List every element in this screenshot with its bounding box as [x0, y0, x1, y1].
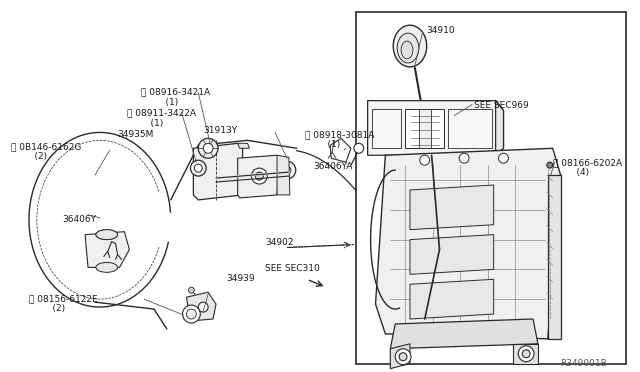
Text: SEE SEC969: SEE SEC969 — [474, 101, 529, 110]
Text: Ⓝ 08918-3081A: Ⓝ 08918-3081A — [305, 131, 374, 140]
Circle shape — [188, 287, 195, 293]
Circle shape — [547, 162, 553, 168]
Polygon shape — [330, 138, 351, 162]
Text: R349001B: R349001B — [560, 359, 607, 368]
Ellipse shape — [401, 41, 413, 59]
Circle shape — [399, 353, 407, 361]
Circle shape — [518, 346, 534, 362]
Circle shape — [499, 153, 508, 163]
Ellipse shape — [393, 25, 427, 67]
Text: Ⓑ 0B146-6162G: Ⓑ 0B146-6162G — [12, 142, 82, 151]
Text: (2): (2) — [23, 152, 47, 161]
Polygon shape — [410, 279, 493, 319]
Text: (2): (2) — [41, 304, 65, 313]
Text: Ⓦ 08916-3421A: Ⓦ 08916-3421A — [141, 88, 211, 97]
Polygon shape — [237, 143, 250, 148]
Text: 34935M: 34935M — [118, 131, 154, 140]
Text: (4): (4) — [564, 168, 589, 177]
Polygon shape — [237, 155, 279, 198]
Circle shape — [186, 309, 196, 319]
Circle shape — [255, 172, 263, 180]
Polygon shape — [372, 109, 401, 148]
Circle shape — [522, 350, 530, 358]
Text: Ⓑ 08166-6202A: Ⓑ 08166-6202A — [553, 158, 622, 167]
Polygon shape — [367, 101, 504, 155]
Text: (1): (1) — [154, 98, 179, 107]
Polygon shape — [193, 143, 243, 200]
Polygon shape — [410, 235, 493, 274]
Polygon shape — [390, 344, 410, 369]
Circle shape — [420, 155, 429, 165]
Polygon shape — [410, 185, 493, 230]
Circle shape — [204, 143, 213, 153]
Polygon shape — [277, 155, 290, 195]
Ellipse shape — [96, 262, 118, 272]
Text: (1): (1) — [316, 140, 340, 149]
Text: 31913Y: 31913Y — [204, 126, 237, 135]
Polygon shape — [376, 148, 561, 339]
Circle shape — [278, 161, 296, 179]
Circle shape — [182, 305, 200, 323]
Circle shape — [195, 164, 202, 172]
Ellipse shape — [96, 230, 118, 240]
Circle shape — [198, 302, 208, 312]
Text: 36406Y: 36406Y — [63, 215, 97, 224]
Polygon shape — [449, 109, 492, 148]
Text: 36406YA: 36406YA — [314, 162, 353, 171]
Circle shape — [354, 143, 364, 153]
Text: Ⓝ 08911-3422A: Ⓝ 08911-3422A — [127, 109, 196, 118]
Text: SEE SEC310: SEE SEC310 — [265, 264, 320, 273]
Polygon shape — [85, 232, 129, 267]
Text: 34910: 34910 — [427, 26, 455, 35]
Polygon shape — [419, 109, 431, 148]
Ellipse shape — [96, 230, 118, 240]
Circle shape — [395, 349, 411, 365]
Text: Ⓑ 08156-6122E: Ⓑ 08156-6122E — [29, 294, 97, 303]
Polygon shape — [495, 101, 504, 155]
Circle shape — [283, 166, 291, 174]
Polygon shape — [186, 292, 216, 321]
Polygon shape — [405, 109, 444, 148]
Ellipse shape — [397, 33, 419, 63]
Circle shape — [252, 168, 268, 184]
Bar — [356, 12, 625, 364]
Polygon shape — [548, 175, 561, 339]
Circle shape — [459, 153, 469, 163]
Circle shape — [191, 160, 206, 176]
Text: 34902: 34902 — [265, 238, 294, 247]
Polygon shape — [513, 344, 538, 364]
Circle shape — [198, 138, 218, 158]
Polygon shape — [390, 319, 538, 349]
Text: (1): (1) — [140, 119, 163, 128]
Text: 34939: 34939 — [226, 274, 255, 283]
